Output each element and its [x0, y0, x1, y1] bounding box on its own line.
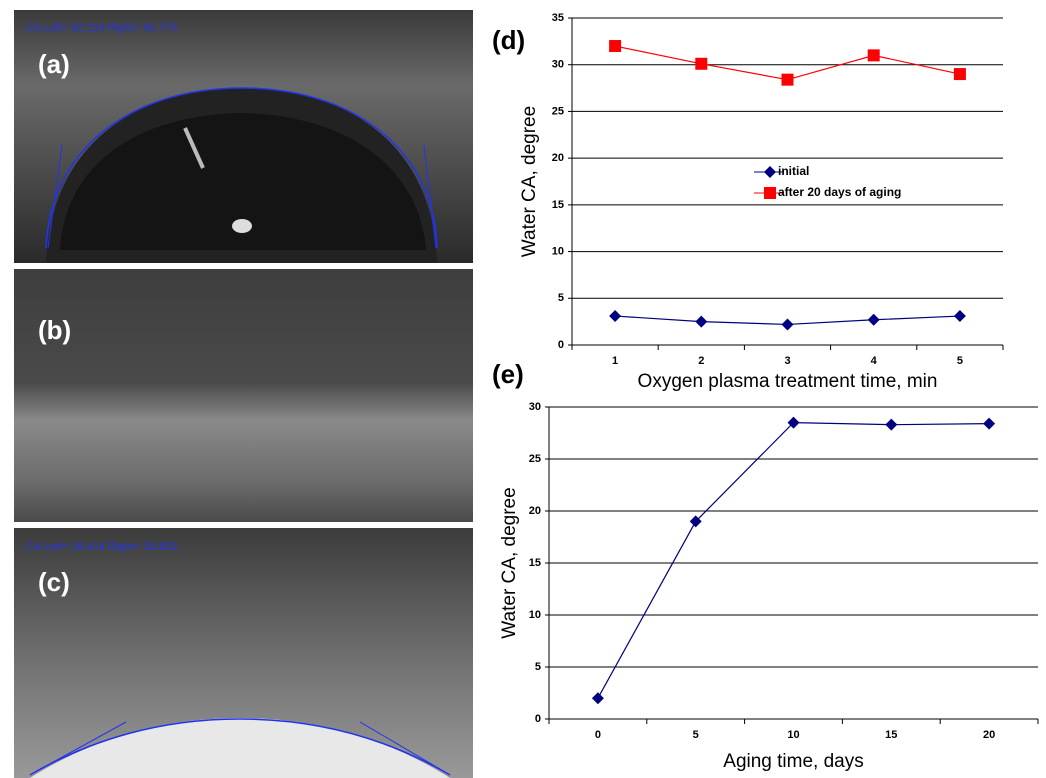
y-tick-label: 15 — [529, 557, 541, 569]
y-tick-label: 10 — [529, 609, 541, 621]
photo-a — [14, 10, 473, 263]
y-tick-label: 20 — [529, 505, 541, 517]
x-tick-label: 4 — [871, 355, 878, 367]
marker — [868, 49, 880, 61]
marker — [885, 419, 897, 431]
y-tick-label: 5 — [558, 292, 564, 304]
marker — [782, 74, 794, 86]
marker — [764, 187, 776, 199]
x-tick-label: 15 — [885, 729, 897, 741]
marker — [954, 68, 966, 80]
y-tick-label: 30 — [529, 401, 541, 413]
x-tick-label: 5 — [693, 729, 699, 741]
marker — [764, 166, 776, 178]
x-axis-label: Oxygen plasma treatment time, min — [638, 371, 938, 392]
y-tick-label: 0 — [558, 339, 564, 351]
x-tick-label: 1 — [612, 355, 618, 367]
panel-label: (b) — [38, 315, 71, 345]
photo-c — [14, 528, 473, 778]
y-tick-label: 30 — [552, 59, 564, 71]
series-line — [598, 423, 989, 699]
marker — [592, 692, 604, 704]
x-tick-label: 2 — [698, 355, 704, 367]
marker — [695, 316, 707, 328]
y-tick-label: 0 — [535, 713, 541, 725]
figure: (a) CA Left= 82.154 Right= 82.773 (b) (c… — [0, 0, 1046, 778]
y-axis-label: Water CA, degree — [519, 106, 540, 257]
x-tick-label: 3 — [784, 355, 790, 367]
y-tick-label: 35 — [552, 12, 564, 24]
marker — [868, 314, 880, 326]
x-tick-label: 5 — [957, 355, 963, 367]
chart-label: (d) — [492, 25, 525, 55]
x-tick-label: 20 — [983, 729, 995, 741]
y-tick-label: 25 — [529, 453, 541, 465]
photo-b — [14, 269, 473, 522]
panel-label: (c) — [38, 567, 70, 597]
y-tick-label: 25 — [552, 105, 564, 117]
y-tick-label: 15 — [552, 199, 564, 211]
y-tick-label: 5 — [535, 661, 541, 673]
x-tick-label: 10 — [787, 729, 799, 741]
marker — [983, 418, 995, 430]
y-axis-label: Water CA, degree — [499, 487, 520, 638]
legend-label: initial — [778, 164, 809, 178]
panel-caption: CA Left= 82.154 Right= 82.773 — [26, 22, 177, 34]
marker — [609, 310, 621, 322]
x-axis-label: Aging time, days — [723, 751, 863, 772]
panel-caption: CA Left= 28.414 Right= 28.803 — [26, 541, 177, 553]
panel-label: (a) — [38, 49, 70, 79]
marker — [609, 40, 621, 52]
legend-label: after 20 days of aging — [778, 185, 901, 199]
x-tick-label: 0 — [595, 729, 601, 741]
marker — [695, 58, 707, 70]
chart-label: (e) — [492, 359, 524, 389]
marker — [954, 310, 966, 322]
y-tick-label: 10 — [552, 245, 564, 257]
marker — [782, 318, 794, 330]
y-tick-label: 20 — [552, 152, 564, 164]
